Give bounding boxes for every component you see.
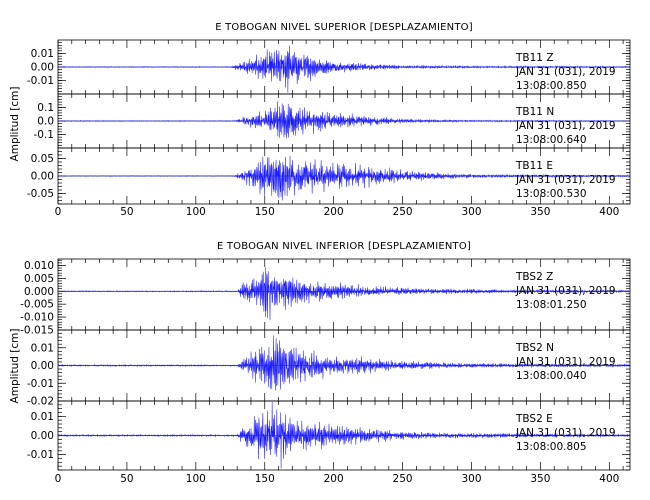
- x-tick-label: 50: [120, 206, 133, 218]
- y-tick-label: 0.00: [31, 360, 54, 372]
- chart-title: E TOBOGAN NIVEL SUPERIOR [DESPLAZAMIENTO…: [215, 22, 473, 33]
- x-tick-label: 200: [324, 206, 344, 218]
- x-tick-label: 300: [461, 473, 481, 485]
- x-tick-label: 150: [255, 473, 275, 485]
- x-tick-label: 250: [393, 473, 413, 485]
- x-tick-label: 400: [599, 473, 619, 485]
- date-label: JAN 31 (031), 2019: [515, 120, 616, 132]
- date-label: JAN 31 (031), 2019: [515, 174, 616, 186]
- y-tick-label: 0.00: [31, 430, 54, 442]
- y-tick-label: -0.010: [20, 312, 54, 324]
- y-tick-label: -0.015: [20, 325, 54, 337]
- station-label: TBS2 Z: [515, 271, 553, 283]
- x-tick-label: 0: [55, 473, 62, 485]
- y-tick-label: -0.02: [27, 396, 54, 408]
- time-label: 13:08:01.250: [516, 299, 587, 311]
- y-tick-label: 0.00: [31, 62, 54, 74]
- y-tick-label: -0.05: [27, 188, 54, 200]
- y-tick-label: -0.1: [34, 129, 55, 141]
- x-tick-label: 350: [530, 473, 550, 485]
- y-tick-label: 0.000: [24, 286, 54, 298]
- waveform-trace: [57, 45, 631, 93]
- x-tick-label: 100: [186, 206, 206, 218]
- date-label: JAN 31 (031), 2019: [515, 356, 616, 368]
- time-label: 13:08:00.040: [516, 370, 587, 382]
- x-tick-label: 100: [186, 473, 206, 485]
- station-label: TB11 Z: [515, 52, 554, 64]
- date-label: JAN 31 (031), 2019: [515, 427, 616, 439]
- y-tick-label: -0.01: [27, 449, 54, 461]
- date-label: JAN 31 (031), 2019: [515, 66, 616, 78]
- y-tick-label: 0.01: [31, 48, 54, 60]
- y-tick-label: 0.005: [24, 273, 54, 285]
- waveform-trace: [57, 155, 631, 201]
- x-tick-label: 200: [324, 473, 344, 485]
- x-tick-label: 0: [55, 206, 62, 218]
- x-tick-label: 400: [599, 206, 619, 218]
- y-tick-label: -0.01: [27, 378, 54, 390]
- y-tick-label: -0.005: [20, 299, 54, 311]
- x-tick-label: 50: [120, 473, 133, 485]
- y-axis-label: Amplitud [cm]: [9, 329, 21, 404]
- x-tick-label: 300: [461, 206, 481, 218]
- y-axis-label: Amplitud [cm]: [9, 87, 21, 162]
- waveform-trace: [57, 402, 631, 469]
- time-label: 13:08:00.530: [516, 188, 587, 200]
- y-tick-label: 0.05: [31, 153, 54, 165]
- y-tick-label: 0.01: [31, 411, 54, 423]
- y-tick-label: -0.01: [27, 75, 54, 87]
- station-label: TB11 N: [515, 106, 554, 118]
- station-label: TBS2 E: [515, 413, 553, 425]
- time-label: 13:08:00.805: [516, 441, 587, 453]
- x-tick-label: 350: [530, 206, 550, 218]
- y-tick-label: 0.01: [31, 342, 54, 354]
- chart-title: E TOBOGAN NIVEL INFERIOR [DESPLAZAMIENTO…: [217, 241, 471, 252]
- y-tick-label: 0.1: [37, 102, 54, 114]
- y-tick-label: 0.00: [31, 171, 54, 183]
- y-tick-label: 0.010: [24, 260, 54, 272]
- station-label: TBS2 N: [515, 342, 554, 354]
- time-label: 13:08:00.640: [516, 134, 587, 146]
- x-tick-label: 150: [255, 206, 275, 218]
- y-tick-label: 0.0: [37, 116, 54, 128]
- waveform-trace: [57, 101, 631, 139]
- station-label: TB11 E: [515, 160, 553, 172]
- date-label: JAN 31 (031), 2019: [515, 285, 616, 297]
- waveform-trace: [57, 335, 631, 391]
- x-tick-label: 250: [393, 206, 413, 218]
- time-label: 13:08:00.850: [516, 80, 587, 92]
- waveform-trace: [57, 267, 631, 321]
